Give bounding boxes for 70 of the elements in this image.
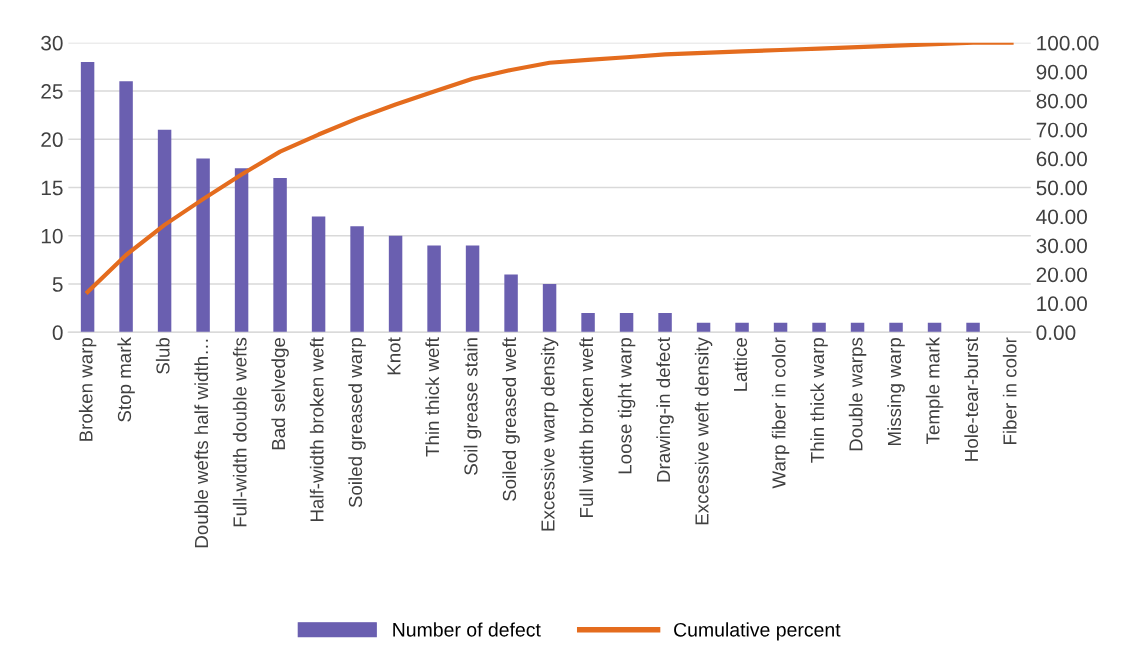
- bar: [696, 322, 711, 333]
- bar: [773, 322, 788, 333]
- x-tick-label: Double warps: [848, 337, 867, 451]
- x-tick-label: Full-width double wefts: [232, 337, 247, 527]
- x-tick-label: Excessive weft density: [694, 337, 713, 525]
- bar: [273, 177, 287, 333]
- x-tick-label: Fiber in color: [1002, 337, 1017, 444]
- bar: [812, 322, 826, 333]
- x-tick-label: Missing warp: [887, 337, 905, 446]
- bar: [966, 322, 980, 333]
- x-tick-label: Thin thick weft: [425, 337, 440, 457]
- x-tick-label: Lattice: [733, 337, 748, 391]
- x-tick-label: Drawing-in defect: [656, 337, 674, 482]
- bar: [850, 322, 865, 333]
- bar: [157, 129, 172, 333]
- x-tick-label: Thin thick warp: [810, 337, 828, 463]
- bar: [735, 322, 749, 333]
- y2-tick-label: 30.00: [1036, 238, 1087, 254]
- y-tick-label: 30: [41, 35, 63, 51]
- y2-tick-label: 80.00: [1036, 93, 1087, 109]
- legend-label: Number of defect: [393, 622, 541, 637]
- bar: [350, 226, 364, 333]
- bar: [427, 245, 441, 333]
- x-tick-label: Knot: [387, 337, 401, 375]
- y2-tick-label: 70.00: [1036, 122, 1087, 138]
- x-tick-label: Stop mark: [117, 337, 135, 422]
- x-tick-label: Slub: [155, 337, 170, 374]
- y-tick-label: 0: [52, 325, 63, 341]
- line-series: [85, 42, 1014, 295]
- y2-tick-label: 90.00: [1036, 64, 1087, 80]
- y2-tick-label: 100.00: [1037, 35, 1099, 51]
- x-tick-label: Warp fiber in color: [771, 337, 790, 489]
- bar: [388, 235, 403, 333]
- bar: [581, 312, 595, 333]
- y-tick-label: 15: [41, 180, 63, 196]
- bar: [234, 168, 249, 333]
- bar: [542, 284, 557, 333]
- x-tick-label: Loose tight warp: [617, 337, 636, 474]
- y-tick-label: 5: [52, 277, 63, 292]
- bar: [658, 312, 672, 333]
- x-tick-label: Soil grease stain: [463, 338, 482, 475]
- bar: [196, 158, 210, 333]
- bar: [119, 81, 133, 333]
- y2-tick-label: 0.00: [1036, 325, 1076, 341]
- x-tick-label: Double wefts half width…: [194, 339, 209, 548]
- bar: [619, 312, 634, 333]
- x-tick-label: Full width broken weft: [579, 337, 594, 517]
- bar: [889, 322, 903, 333]
- y2-tick-label: 40.00: [1036, 209, 1087, 225]
- bar: [311, 216, 326, 333]
- bar: [927, 322, 942, 333]
- y-tick-label: 10: [41, 228, 63, 244]
- x-tick-label: Bad selvedge: [271, 337, 289, 450]
- y2-tick-label: 60.00: [1036, 151, 1087, 167]
- y2-tick-label: 10.00: [1037, 296, 1087, 312]
- bar: [465, 245, 480, 333]
- x-tick-label: Temple mark: [925, 337, 944, 445]
- x-tick-label: Half-width broken weft: [309, 337, 324, 522]
- legend-label: Cumulative percent: [674, 622, 841, 641]
- y2-tick-label: 20.00: [1036, 267, 1087, 283]
- x-tick-label: Hole-tear-burst: [964, 337, 979, 461]
- y2-tick-label: 50.00: [1036, 180, 1087, 196]
- y-tick-label: 20: [41, 132, 63, 148]
- x-tick-label: Soiled greased weft: [502, 337, 520, 501]
- x-tick-label: Broken warp: [78, 337, 97, 441]
- x-tick-label: Soiled greased warp: [348, 337, 366, 508]
- y-tick-label: 25: [41, 84, 63, 99]
- bar: [504, 274, 518, 333]
- x-tick-label: Excessive warp density: [540, 337, 559, 531]
- bar: [80, 62, 95, 333]
